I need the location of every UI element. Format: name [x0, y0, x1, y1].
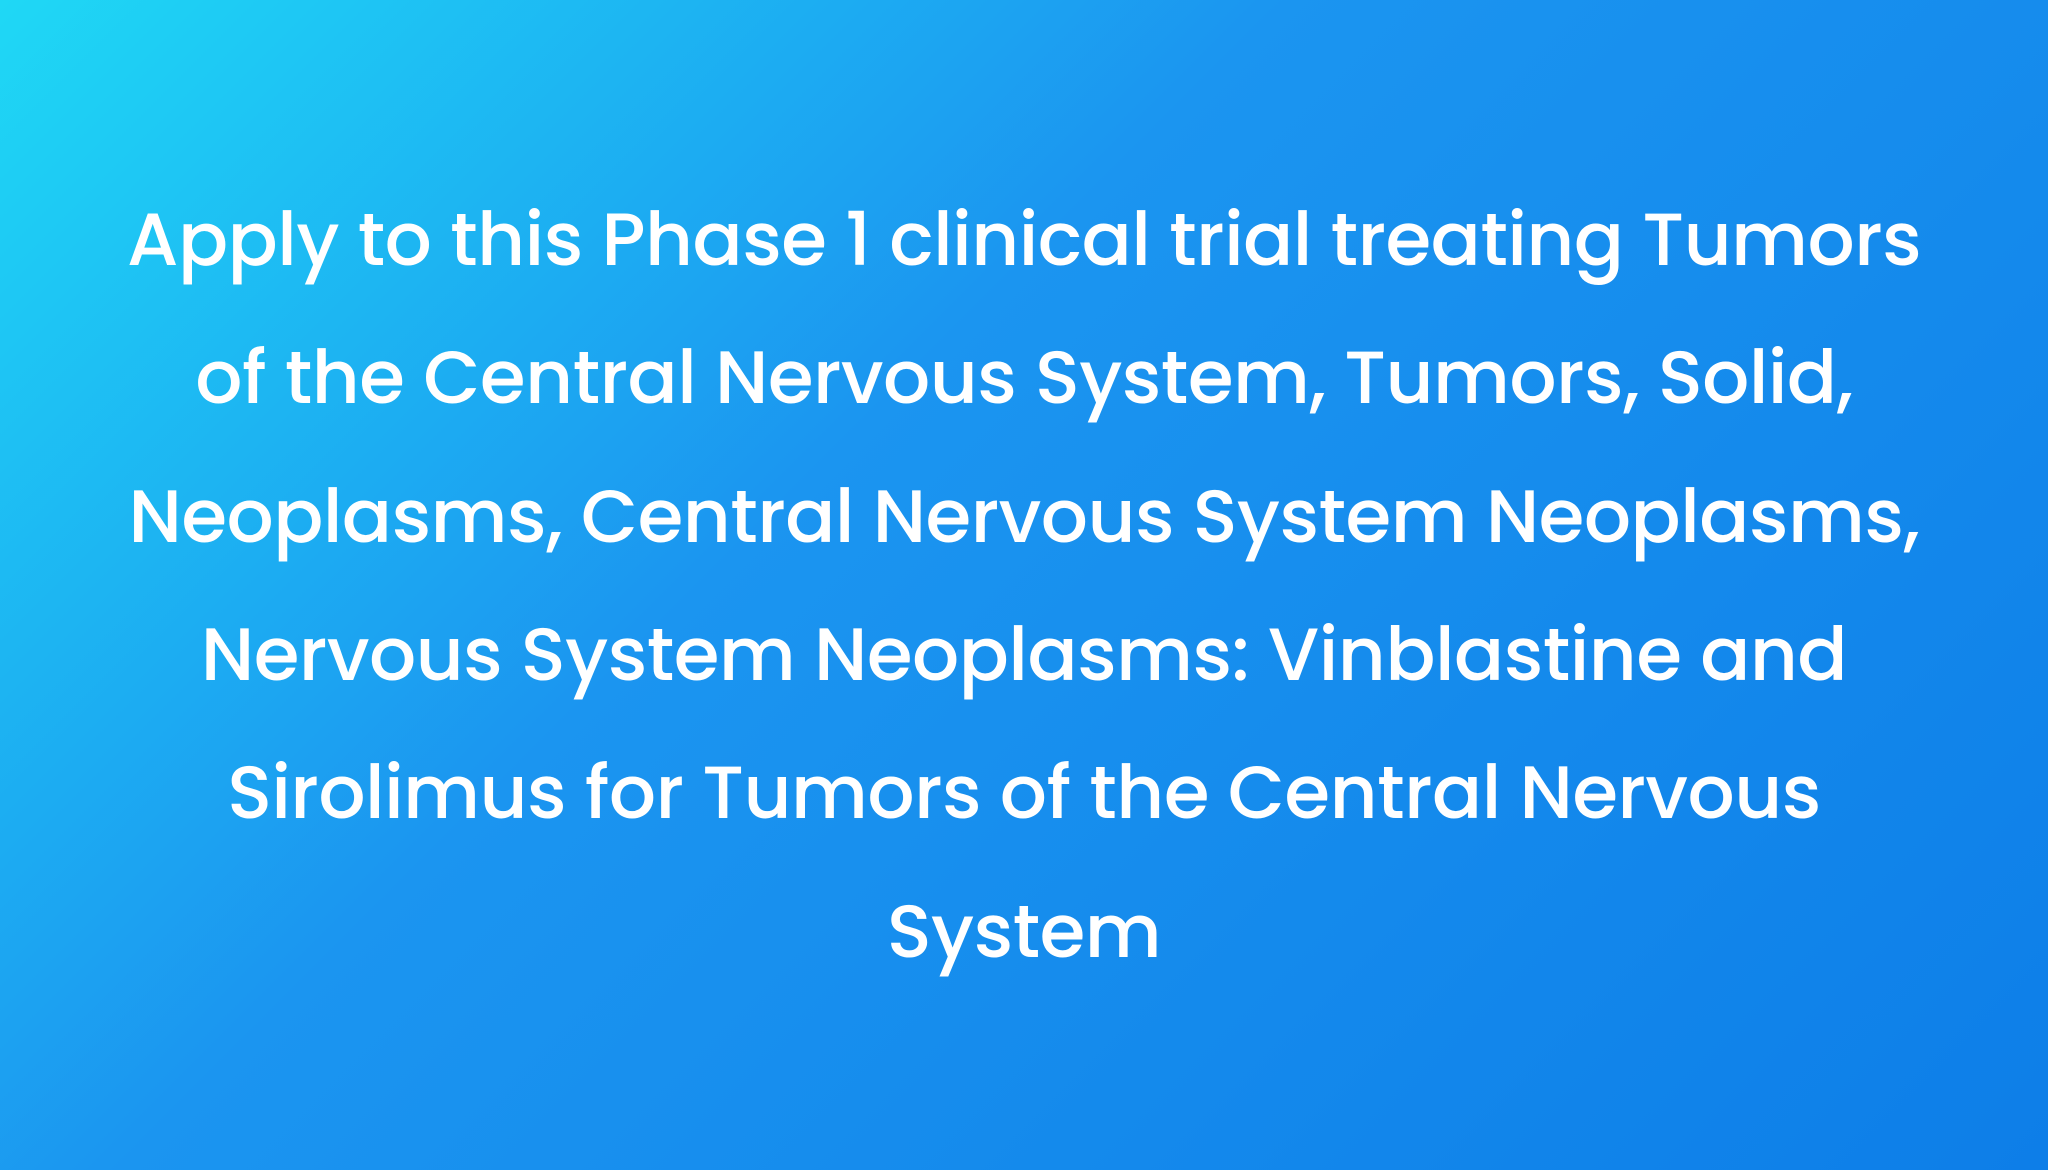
clinical-trial-heading: Apply to this Phase 1 clinical trial tre… [120, 170, 1928, 1000]
main-content: Apply to this Phase 1 clinical trial tre… [0, 170, 2048, 1000]
